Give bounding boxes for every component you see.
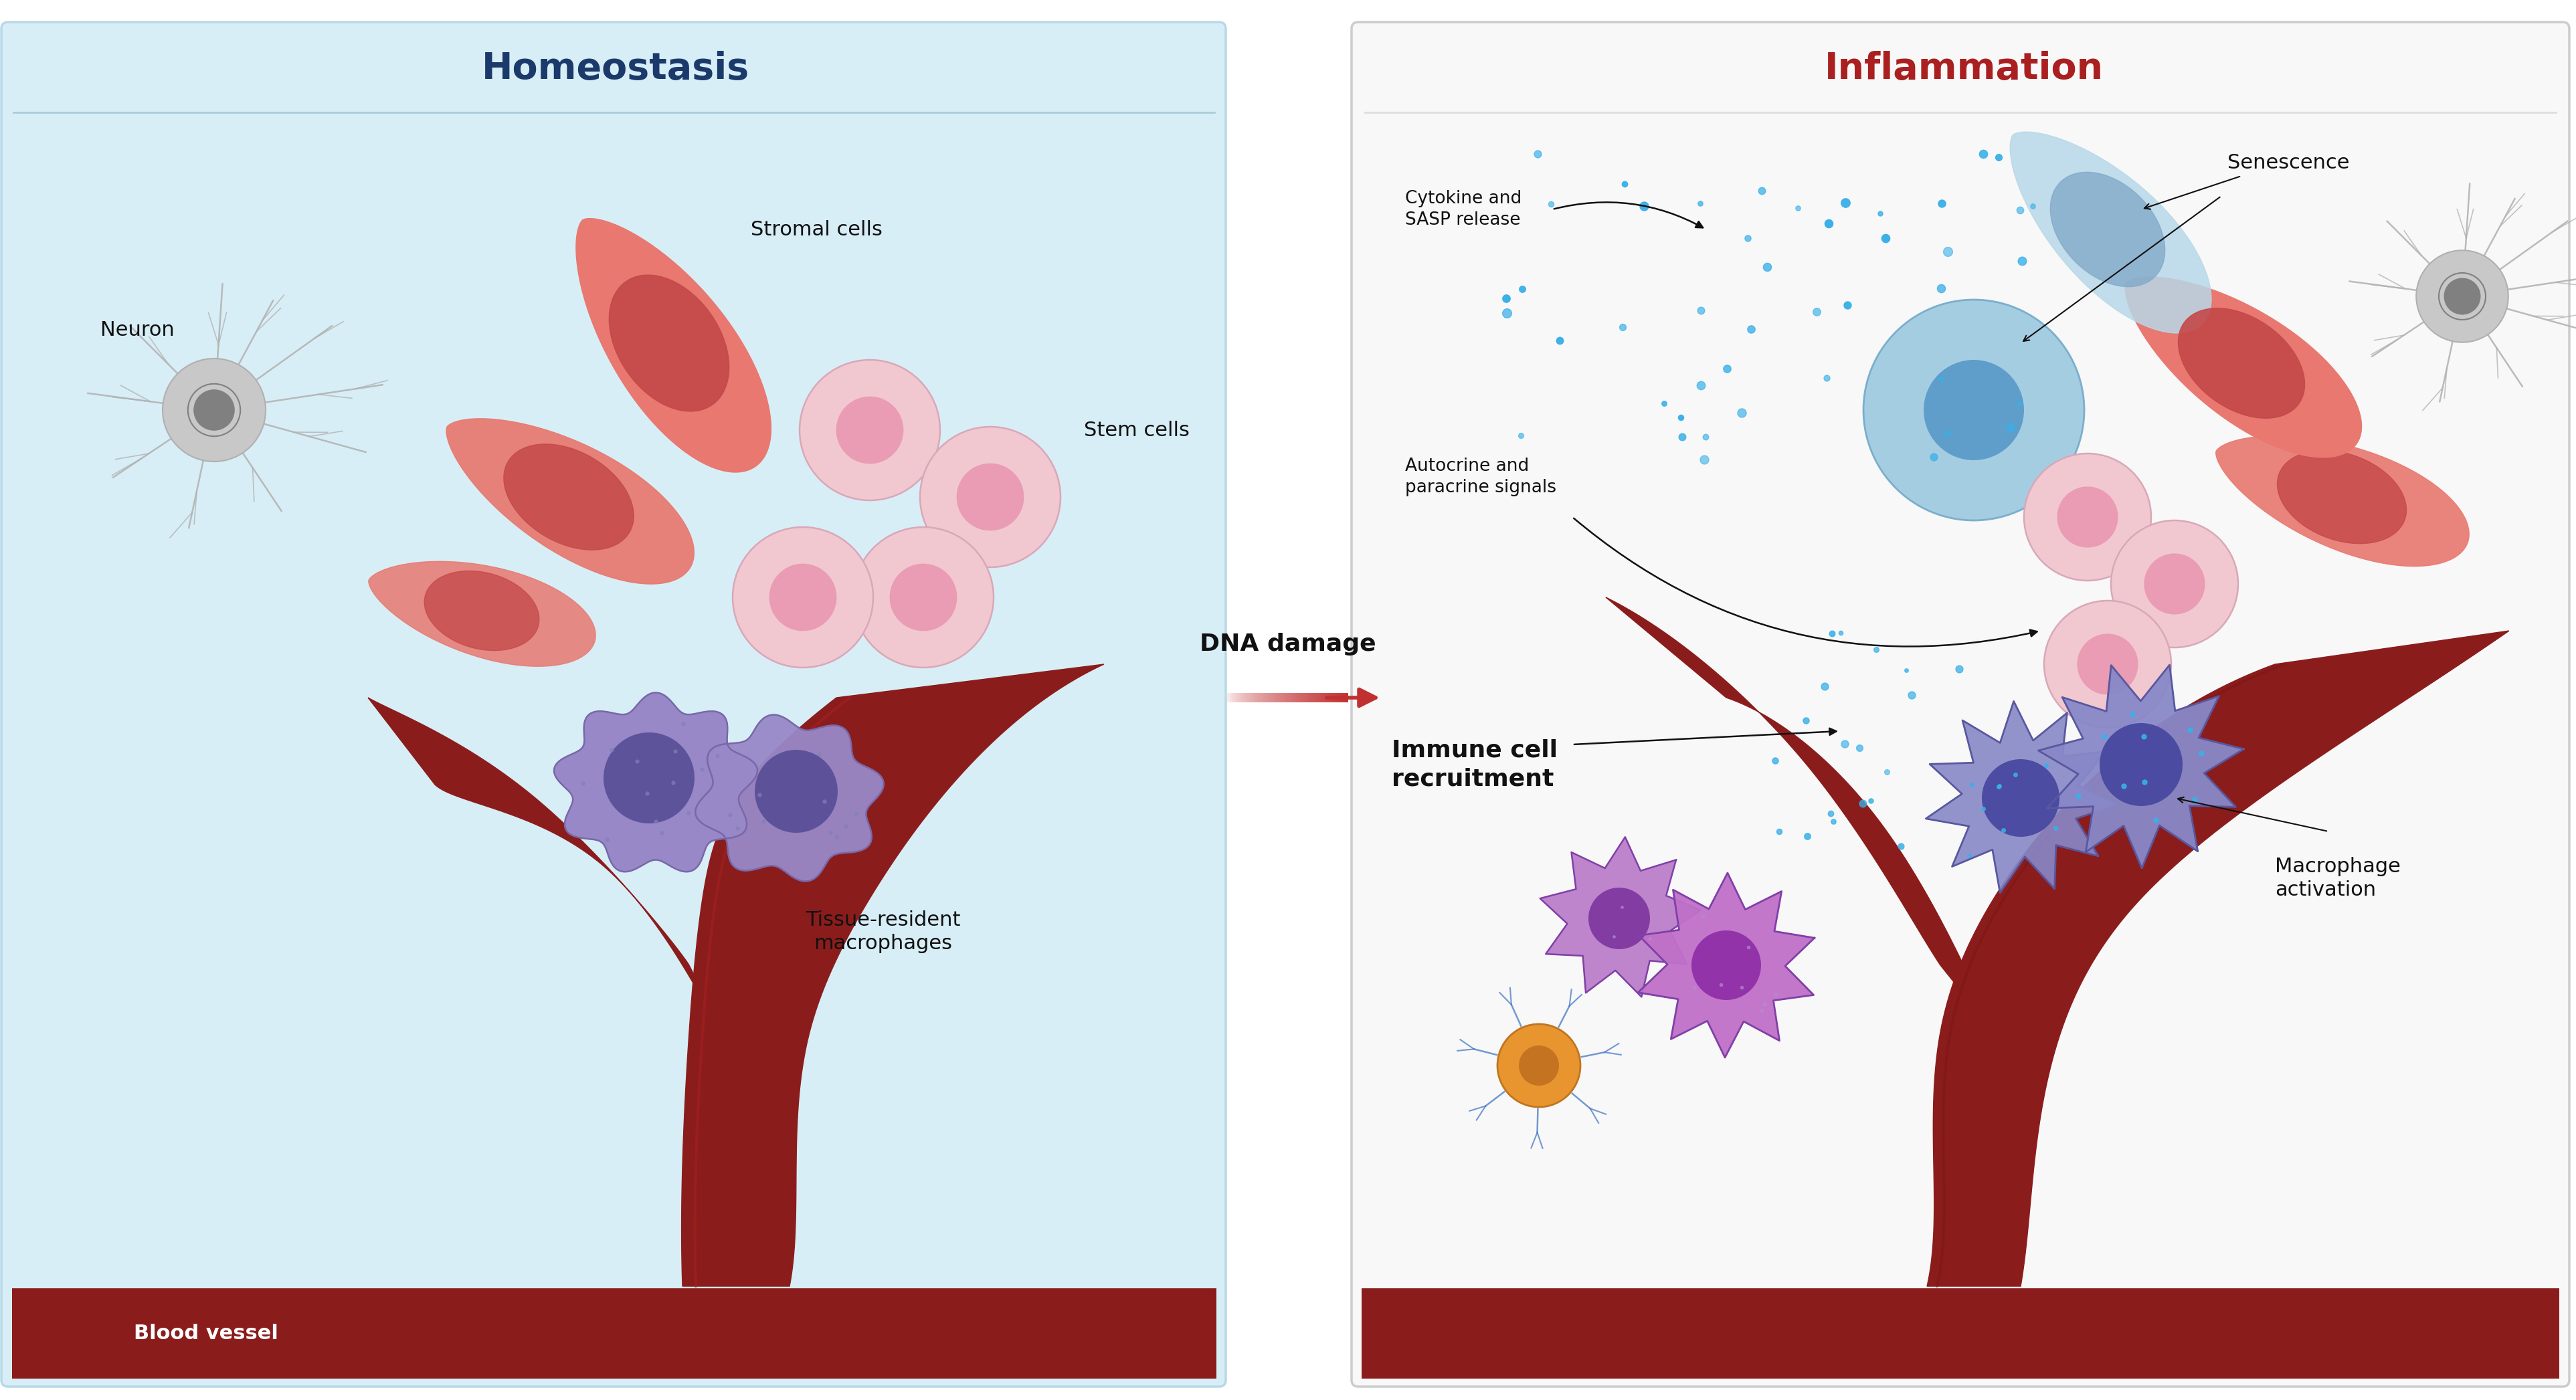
Ellipse shape bbox=[2076, 634, 2138, 694]
Text: Macrophage
activation: Macrophage activation bbox=[2275, 857, 2401, 900]
Polygon shape bbox=[608, 274, 729, 412]
Text: Inflammation: Inflammation bbox=[1824, 50, 2105, 87]
Text: Autocrine and
paracrine signals: Autocrine and paracrine signals bbox=[1404, 458, 1556, 497]
FancyBboxPatch shape bbox=[1352, 22, 2568, 1386]
Ellipse shape bbox=[1862, 300, 2084, 521]
Text: Stem cells: Stem cells bbox=[1084, 420, 1190, 440]
Polygon shape bbox=[1927, 701, 2117, 893]
Polygon shape bbox=[2179, 308, 2306, 419]
Ellipse shape bbox=[1589, 888, 1651, 949]
Polygon shape bbox=[505, 444, 634, 550]
Polygon shape bbox=[2009, 132, 2210, 333]
Ellipse shape bbox=[162, 358, 265, 462]
Ellipse shape bbox=[2025, 454, 2151, 581]
Text: Senescence: Senescence bbox=[2228, 153, 2349, 172]
Ellipse shape bbox=[837, 396, 904, 463]
FancyBboxPatch shape bbox=[13, 1288, 1216, 1379]
Ellipse shape bbox=[770, 564, 837, 631]
Polygon shape bbox=[368, 561, 595, 666]
Polygon shape bbox=[425, 571, 538, 651]
Text: Neuron: Neuron bbox=[100, 321, 175, 339]
FancyBboxPatch shape bbox=[1363, 1288, 2561, 1379]
Polygon shape bbox=[2215, 435, 2468, 566]
Text: Tissue-resident
macrophages: Tissue-resident macrophages bbox=[806, 910, 961, 953]
Polygon shape bbox=[2038, 665, 2244, 868]
Polygon shape bbox=[696, 715, 884, 881]
Ellipse shape bbox=[755, 750, 837, 833]
Ellipse shape bbox=[2110, 521, 2239, 647]
Polygon shape bbox=[1605, 598, 1994, 1032]
Polygon shape bbox=[2050, 172, 2164, 287]
Ellipse shape bbox=[1692, 931, 1762, 1000]
Polygon shape bbox=[577, 218, 770, 472]
Ellipse shape bbox=[853, 526, 994, 668]
Ellipse shape bbox=[2058, 487, 2117, 547]
Ellipse shape bbox=[2416, 251, 2509, 343]
Polygon shape bbox=[446, 419, 693, 584]
Polygon shape bbox=[1540, 837, 1700, 997]
Text: Cytokine and
SASP release: Cytokine and SASP release bbox=[1404, 190, 1522, 228]
Text: DNA damage: DNA damage bbox=[1200, 633, 1376, 655]
Ellipse shape bbox=[1981, 759, 2058, 837]
Polygon shape bbox=[368, 697, 724, 1032]
Polygon shape bbox=[2125, 277, 2362, 458]
Ellipse shape bbox=[2143, 553, 2205, 615]
Polygon shape bbox=[1927, 631, 2509, 1287]
Text: Immune cell
recruitment: Immune cell recruitment bbox=[1391, 739, 1558, 790]
Ellipse shape bbox=[1497, 1023, 1582, 1107]
Ellipse shape bbox=[889, 564, 958, 631]
Text: Homeostasis: Homeostasis bbox=[482, 50, 750, 87]
Ellipse shape bbox=[2445, 279, 2481, 315]
Polygon shape bbox=[683, 664, 1105, 1287]
Ellipse shape bbox=[2099, 722, 2182, 806]
Ellipse shape bbox=[799, 360, 940, 500]
Ellipse shape bbox=[2045, 601, 2172, 728]
Ellipse shape bbox=[1924, 360, 2025, 461]
FancyBboxPatch shape bbox=[3, 22, 1226, 1386]
Ellipse shape bbox=[920, 427, 1061, 567]
Text: Stromal cells: Stromal cells bbox=[750, 220, 881, 239]
Text: Blood vessel: Blood vessel bbox=[134, 1323, 278, 1343]
Polygon shape bbox=[554, 693, 757, 872]
Ellipse shape bbox=[193, 389, 234, 431]
Ellipse shape bbox=[956, 463, 1025, 531]
Ellipse shape bbox=[603, 732, 696, 823]
Polygon shape bbox=[1638, 874, 1814, 1057]
Ellipse shape bbox=[1520, 1046, 1558, 1085]
Polygon shape bbox=[2277, 451, 2406, 543]
Ellipse shape bbox=[732, 526, 873, 668]
